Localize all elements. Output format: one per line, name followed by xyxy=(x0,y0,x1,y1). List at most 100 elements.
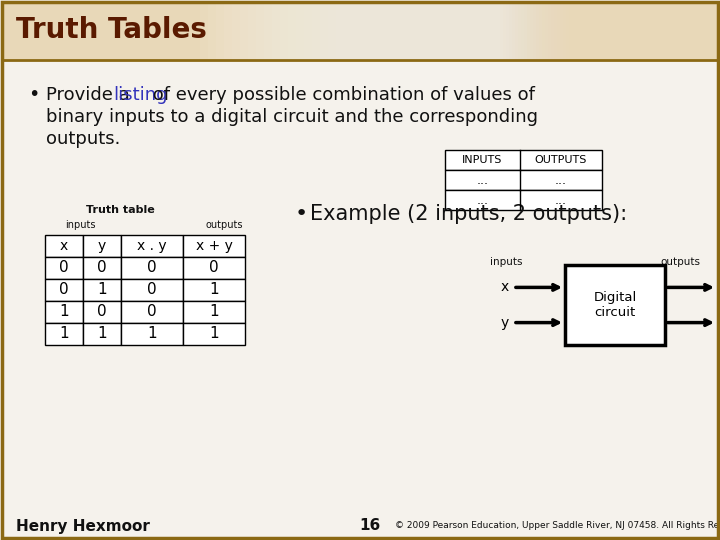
Bar xyxy=(328,2,548,60)
Bar xyxy=(183,257,245,279)
Text: 1: 1 xyxy=(97,282,107,298)
Text: Truth Tables: Truth Tables xyxy=(16,16,207,44)
Text: ...: ... xyxy=(555,193,567,206)
Text: listing: listing xyxy=(113,86,168,104)
Bar xyxy=(256,2,521,60)
Text: x: x xyxy=(60,239,68,253)
Text: ...: ... xyxy=(555,173,567,186)
Bar xyxy=(121,257,183,279)
Bar xyxy=(445,170,602,190)
Text: x . y: x . y xyxy=(138,239,167,253)
Text: 0: 0 xyxy=(147,260,157,275)
Bar xyxy=(336,2,551,60)
Bar xyxy=(183,301,245,323)
Text: 1: 1 xyxy=(147,327,157,341)
Bar xyxy=(240,2,515,60)
Bar xyxy=(83,257,121,279)
Text: of every possible combination of values of: of every possible combination of values … xyxy=(147,86,535,104)
Text: 1: 1 xyxy=(210,282,219,298)
Text: INPUTS: INPUTS xyxy=(462,155,503,165)
Bar xyxy=(45,257,83,279)
Bar xyxy=(248,2,518,60)
Bar xyxy=(45,301,83,323)
Bar xyxy=(83,301,121,323)
Text: 1: 1 xyxy=(59,305,69,320)
Bar xyxy=(83,323,121,345)
Text: 16: 16 xyxy=(359,518,381,534)
Bar xyxy=(408,2,578,60)
Text: •: • xyxy=(28,85,40,105)
Text: ...: ... xyxy=(477,173,488,186)
Bar xyxy=(312,2,542,60)
Text: Provide a: Provide a xyxy=(46,86,135,104)
Text: Truth table: Truth table xyxy=(86,205,154,215)
Bar xyxy=(264,2,524,60)
Bar xyxy=(200,2,500,60)
Bar xyxy=(121,301,183,323)
Bar xyxy=(400,2,575,60)
Bar xyxy=(83,279,121,301)
Bar xyxy=(304,2,539,60)
Text: y: y xyxy=(98,239,106,253)
Bar xyxy=(368,2,563,60)
Bar xyxy=(2,2,718,60)
Text: 0: 0 xyxy=(97,305,107,320)
Bar xyxy=(183,279,245,301)
Bar xyxy=(45,323,83,345)
Text: Example (2 inputs, 2 outputs):: Example (2 inputs, 2 outputs): xyxy=(310,204,627,224)
Bar xyxy=(416,2,581,60)
Bar xyxy=(344,2,554,60)
Text: 1: 1 xyxy=(59,327,69,341)
Bar xyxy=(83,235,121,257)
Bar xyxy=(121,279,183,301)
Text: © 2009 Pearson Education, Upper Saddle River, NJ 07458. All Rights Reserved: © 2009 Pearson Education, Upper Saddle R… xyxy=(395,522,720,530)
Bar xyxy=(352,2,557,60)
Text: OUTPUTS: OUTPUTS xyxy=(535,155,588,165)
Text: x + y: x + y xyxy=(196,239,233,253)
Bar xyxy=(224,2,509,60)
Text: 1: 1 xyxy=(210,305,219,320)
Text: Henry Hexmoor: Henry Hexmoor xyxy=(16,518,150,534)
Bar xyxy=(288,2,533,60)
Bar xyxy=(320,2,545,60)
Text: 0: 0 xyxy=(147,282,157,298)
Bar xyxy=(392,2,572,60)
Text: 0: 0 xyxy=(97,260,107,275)
Bar xyxy=(208,2,503,60)
Bar xyxy=(296,2,536,60)
Bar xyxy=(183,235,245,257)
Bar xyxy=(183,323,245,345)
Bar xyxy=(445,190,602,210)
Text: ...: ... xyxy=(477,193,488,206)
Bar xyxy=(432,2,587,60)
Text: binary inputs to a digital circuit and the corresponding: binary inputs to a digital circuit and t… xyxy=(46,108,538,126)
Text: outputs.: outputs. xyxy=(46,130,120,148)
Bar xyxy=(424,2,584,60)
Bar xyxy=(216,2,506,60)
Bar xyxy=(360,2,560,60)
Text: x: x xyxy=(501,280,509,294)
Text: 0: 0 xyxy=(210,260,219,275)
Bar xyxy=(121,235,183,257)
Text: Digital
circuit: Digital circuit xyxy=(593,291,636,319)
Text: inputs: inputs xyxy=(65,220,96,230)
Bar xyxy=(445,150,602,170)
Bar xyxy=(272,2,527,60)
Text: •: • xyxy=(295,204,308,224)
Bar xyxy=(232,2,512,60)
Text: 0: 0 xyxy=(59,282,69,298)
Bar xyxy=(45,235,83,257)
Bar xyxy=(45,279,83,301)
Text: outputs: outputs xyxy=(660,257,700,267)
Text: y: y xyxy=(501,315,509,329)
Text: inputs: inputs xyxy=(490,257,523,267)
Text: 0: 0 xyxy=(59,260,69,275)
Bar xyxy=(565,265,665,345)
Text: 1: 1 xyxy=(97,327,107,341)
Text: 0: 0 xyxy=(147,305,157,320)
Bar xyxy=(121,323,183,345)
Bar xyxy=(280,2,530,60)
Text: 1: 1 xyxy=(210,327,219,341)
Bar xyxy=(384,2,569,60)
Text: outputs: outputs xyxy=(205,220,243,230)
